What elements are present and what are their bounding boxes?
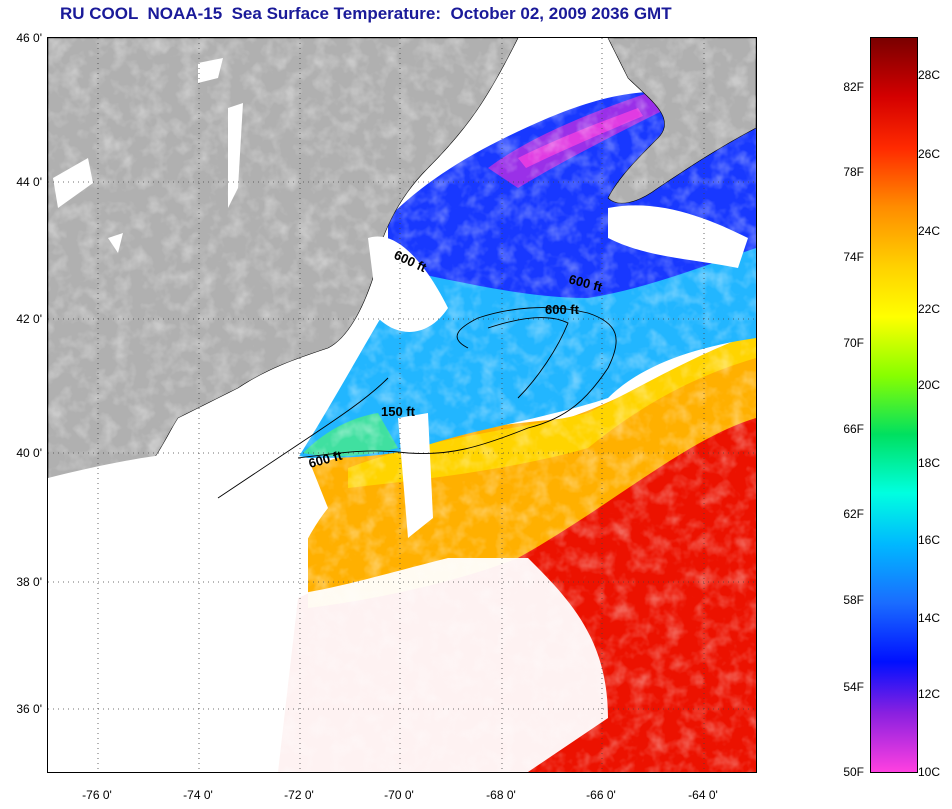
contour-shelf <box>487 317 569 399</box>
sst-map-canvas: 600 ft 600 ft 600 ft 150 ft 600 ft <box>48 38 756 772</box>
lon-label-74: -74 0' <box>183 788 213 802</box>
colorbar-label-f: 82F <box>843 80 864 94</box>
colorbar-label-f: 58F <box>843 593 864 607</box>
colorbar-label-f: 70F <box>843 336 864 350</box>
contour-150ft <box>217 377 389 499</box>
colorbar-label-c: 22C <box>918 302 941 316</box>
lon-label-66: -66 0' <box>586 788 616 802</box>
contour-600ft <box>297 307 617 459</box>
temperature-colorbar <box>870 37 918 773</box>
cloud-mask <box>48 38 756 772</box>
graticule <box>48 38 756 772</box>
colorbar-label-f: 62F <box>843 507 864 521</box>
lat-label-38: 38 0' <box>16 575 42 589</box>
depth-contours <box>217 307 617 499</box>
colorbar-label-f: 54F <box>843 680 864 694</box>
map-title: RU COOL NOAA-15 Sea Surface Temperature:… <box>60 4 672 23</box>
sst-map[interactable]: 600 ft 600 ft 600 ft 150 ft 600 ft <box>47 37 757 773</box>
colorbar-label-f: 78F <box>843 165 864 179</box>
lat-label-44: 44 0' <box>16 175 42 189</box>
colorbar-label-c: 12C <box>918 687 941 701</box>
lat-label-42: 42 0' <box>16 312 42 326</box>
colorbar-label-c: 16C <box>918 533 941 547</box>
contour-label: 150 ft <box>381 404 416 419</box>
lon-label-72: -72 0' <box>284 788 314 802</box>
lat-label-40: 40 0' <box>16 446 42 460</box>
lon-label-70: -70 0' <box>384 788 414 802</box>
contour-label: 600 ft <box>545 302 580 317</box>
colorbar-label-f: 50F <box>843 765 864 779</box>
colorbar-label-f: 74F <box>843 250 864 264</box>
colorbar-label-c: 24C <box>918 224 941 238</box>
colorbar-label-c: 26C <box>918 147 941 161</box>
lon-label-68: -68 0' <box>486 788 516 802</box>
colorbar-label-c: 14C <box>918 611 941 625</box>
colorbar-label-c: 18C <box>918 456 941 470</box>
colorbar-label-c: 20C <box>918 378 941 392</box>
lon-label-76: -76 0' <box>82 788 112 802</box>
lat-label-46: 46 0' <box>16 31 42 45</box>
lon-label-64: -64 0' <box>688 788 718 802</box>
colorbar-label-f: 66F <box>843 422 864 436</box>
lat-label-36: 36 0' <box>16 702 42 716</box>
colorbar-label-c: 28C <box>918 68 941 82</box>
colorbar-label-c: 10C <box>918 765 941 779</box>
